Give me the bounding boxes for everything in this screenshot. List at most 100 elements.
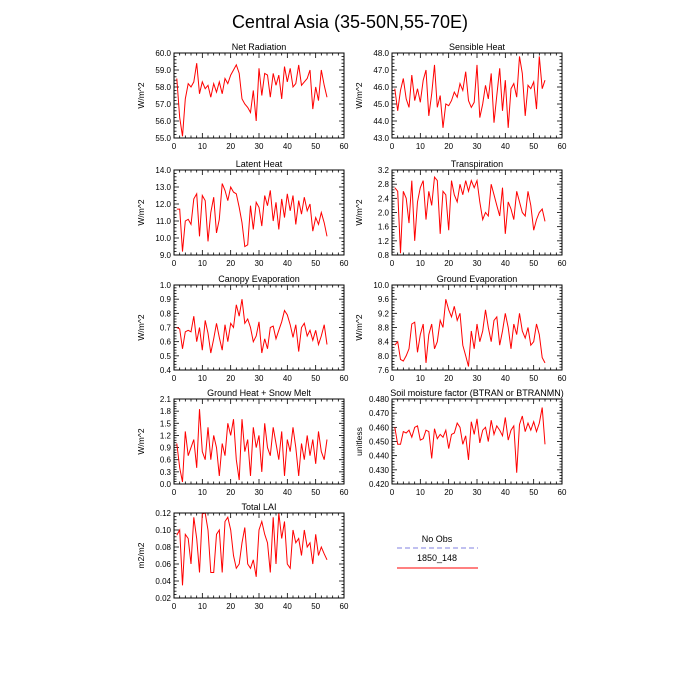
plot-frame	[391, 398, 563, 485]
panel-title: Canopy Evaporation	[218, 274, 300, 284]
y-tick-label: 0.02	[155, 594, 171, 603]
y-tick-label: 0.08	[155, 543, 171, 552]
y-tick-label: 0.420	[369, 480, 390, 489]
x-tick-label: 60	[340, 488, 349, 497]
y-tick-label: 8.0	[378, 352, 390, 361]
x-tick-label: 0	[390, 142, 395, 151]
y-tick-label: 57.0	[155, 100, 171, 109]
y-tick-label: 0.430	[369, 466, 390, 475]
y-axis-label: W/m^2	[354, 314, 364, 340]
x-tick-label: 40	[501, 374, 510, 383]
y-tick-label: 0.9	[160, 444, 172, 453]
x-tick-label: 50	[529, 142, 538, 151]
x-tick-label: 50	[311, 374, 320, 383]
x-tick-label: 0	[172, 374, 177, 383]
y-tick-label: 48.0	[373, 49, 389, 58]
x-tick-label: 40	[501, 488, 510, 497]
plot-frame	[391, 169, 563, 256]
y-tick-label: 0.6	[160, 338, 172, 347]
x-tick-label: 20	[444, 142, 453, 151]
x-tick-label: 20	[226, 488, 235, 497]
y-tick-label: 55.0	[155, 134, 171, 143]
y-tick-label: 9.2	[378, 309, 390, 318]
panel-ground-heat-snow-melt: Ground Heat + Snow Melt W/m^2 0 10 20 30 40 50 6…	[136, 388, 349, 497]
y-tick-label: 11.0	[156, 217, 172, 226]
y-tick-label: 14.0	[155, 166, 171, 175]
plot-frame	[173, 398, 345, 485]
y-tick-label: 59.0	[155, 66, 171, 75]
y-tick-label: 2.8	[378, 180, 390, 189]
y-tick-label: 0.440	[369, 452, 390, 461]
y-tick-label: 58.0	[155, 83, 171, 92]
y-tick-label: 0.8	[378, 251, 390, 260]
y-axis-label: W/m^2	[354, 82, 364, 108]
x-tick-label: 0	[390, 488, 395, 497]
panel-title: Transpiration	[451, 159, 503, 169]
plot-frame	[173, 52, 345, 139]
y-tick-label: 2.1	[160, 395, 172, 404]
legend-label-no-obs: No Obs	[422, 534, 453, 544]
y-tick-label: 0.0	[160, 480, 172, 489]
series-line-1850-148	[176, 183, 328, 252]
panel-title: Total LAI	[241, 502, 276, 512]
y-tick-label: 45.0	[373, 100, 389, 109]
panel-title: Ground Heat + Snow Melt	[207, 388, 311, 398]
panel-title: Soil moisture factor (BTRAN or BTRANMN)	[390, 388, 564, 398]
panel-sensible-heat: Sensible Heat W/m^2 0 10 20 30 40 50 60 43.0 44.0 4…	[354, 42, 567, 151]
series-line-1850-148	[394, 299, 546, 367]
y-tick-label: 0.10	[155, 526, 171, 535]
x-tick-label: 10	[416, 142, 425, 151]
x-tick-label: 10	[416, 259, 425, 268]
series-line-1850-148	[176, 409, 328, 483]
y-axis-label: W/m^2	[136, 314, 146, 340]
x-tick-label: 30	[255, 488, 264, 497]
y-tick-label: 0.4	[160, 366, 172, 375]
x-tick-label: 10	[416, 488, 425, 497]
x-tick-label: 50	[529, 488, 538, 497]
x-tick-label: 50	[311, 488, 320, 497]
x-tick-label: 30	[473, 259, 482, 268]
y-axis-label: m2/m2	[136, 542, 146, 568]
y-tick-label: 10.0	[155, 234, 171, 243]
y-tick-label: 47.0	[373, 66, 389, 75]
y-tick-label: 2.0	[378, 209, 390, 218]
y-tick-label: 12.0	[155, 200, 171, 209]
x-tick-label: 30	[255, 602, 264, 611]
x-tick-label: 30	[473, 374, 482, 383]
y-tick-label: 56.0	[155, 117, 171, 126]
x-tick-label: 40	[283, 259, 292, 268]
x-tick-label: 50	[529, 374, 538, 383]
series-line-1850-148	[394, 175, 546, 254]
y-tick-label: 0.12	[155, 509, 171, 518]
x-tick-label: 40	[501, 142, 510, 151]
y-tick-label: 0.460	[369, 423, 390, 432]
y-tick-label: 8.4	[378, 338, 390, 347]
x-tick-label: 10	[198, 142, 207, 151]
y-tick-label: 0.06	[155, 560, 171, 569]
x-tick-label: 60	[340, 142, 349, 151]
series-line-1850-148	[394, 407, 546, 473]
x-tick-label: 60	[558, 142, 567, 151]
x-tick-label: 10	[198, 259, 207, 268]
x-tick-label: 20	[226, 374, 235, 383]
x-tick-label: 50	[311, 602, 320, 611]
x-tick-label: 20	[444, 488, 453, 497]
y-tick-label: 60.0	[155, 49, 171, 58]
y-tick-label: 1.8	[160, 407, 172, 416]
panel-latent-heat: Latent Heat W/m^2 0 10 20 30 40 50 60 9.0 10.0 11.0…	[136, 159, 349, 268]
series-line-1850-148	[176, 63, 328, 137]
y-tick-label: 1.6	[378, 223, 390, 232]
y-tick-label: 2.4	[378, 194, 390, 203]
figure-title: Central Asia (35-50N,55-70E)	[232, 12, 468, 32]
x-tick-label: 60	[558, 374, 567, 383]
x-tick-label: 20	[444, 374, 453, 383]
x-tick-label: 50	[311, 259, 320, 268]
x-tick-label: 60	[340, 602, 349, 611]
x-tick-label: 0	[172, 488, 177, 497]
x-tick-label: 40	[283, 602, 292, 611]
x-tick-label: 30	[255, 142, 264, 151]
x-tick-label: 50	[311, 142, 320, 151]
x-tick-label: 40	[501, 259, 510, 268]
y-tick-label: 46.0	[373, 83, 389, 92]
